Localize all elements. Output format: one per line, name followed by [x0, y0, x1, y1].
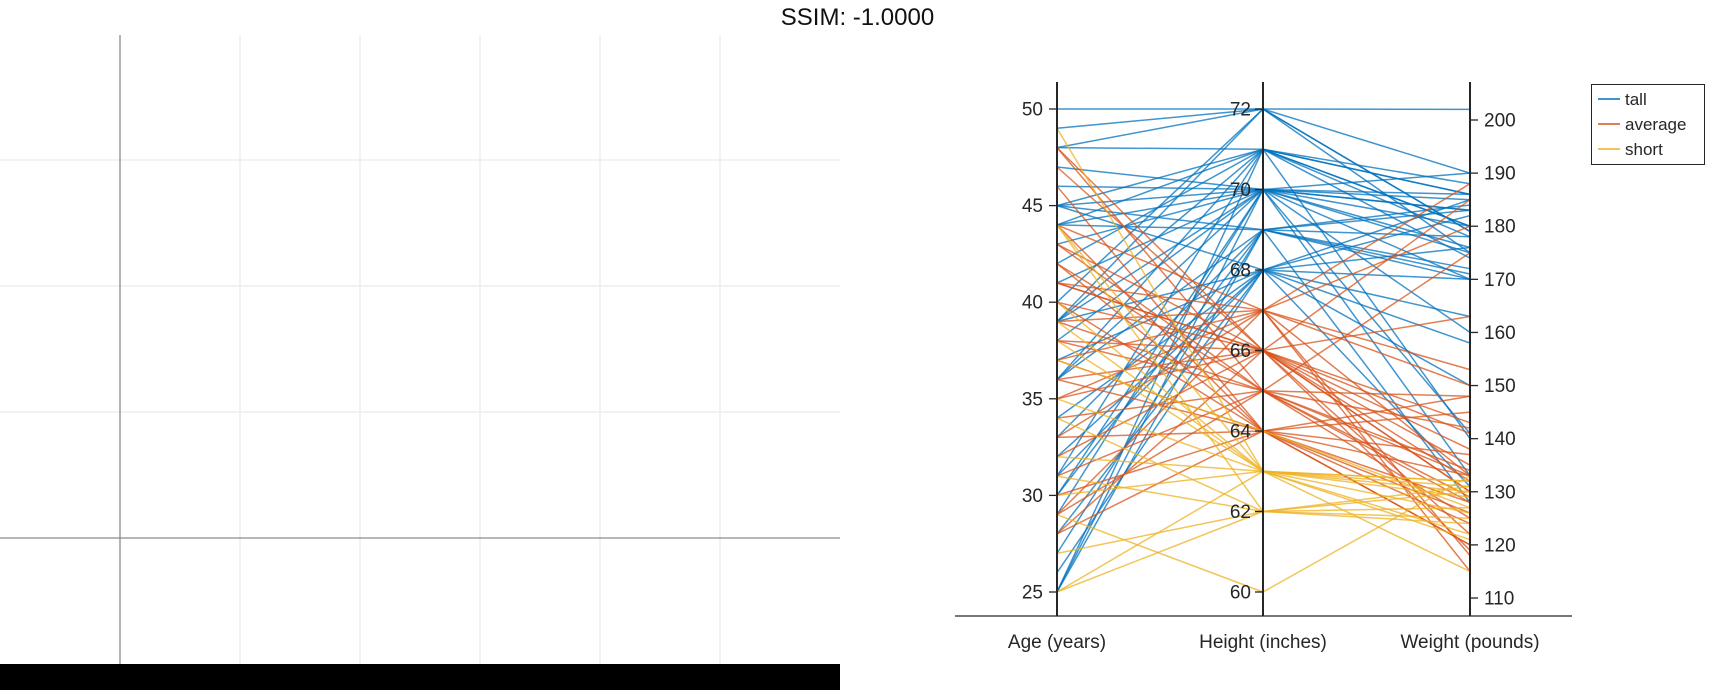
tick-label: 110 — [1484, 589, 1514, 610]
tick-label: 60 — [1230, 583, 1251, 604]
tick-label: 68 — [1230, 261, 1251, 282]
tick-label: 140 — [1484, 429, 1516, 450]
tick-label: 130 — [1484, 482, 1516, 503]
tick-label: 25 — [1022, 583, 1043, 604]
axis-label: Weight (pounds) — [1400, 632, 1539, 653]
tick-label: 66 — [1230, 341, 1251, 362]
tick-label: 40 — [1022, 293, 1043, 314]
tick-label: 62 — [1230, 502, 1251, 523]
legend-label: short — [1625, 140, 1663, 159]
tick-label: 64 — [1230, 422, 1252, 443]
tick-label: 35 — [1022, 389, 1043, 410]
legend: tall average short — [1592, 85, 1705, 165]
axis-label: Height (inches) — [1199, 632, 1327, 653]
tick-label: 150 — [1484, 376, 1516, 397]
axis-label: Age (years) — [1008, 632, 1106, 653]
tick-label: 180 — [1484, 217, 1516, 238]
tick-label: 200 — [1484, 111, 1516, 132]
axis-age-years: 25 30 35 40 45 50 Age (years) — [1008, 82, 1106, 653]
legend-label: average — [1625, 115, 1686, 134]
tick-label: 170 — [1484, 270, 1516, 291]
tick-label: 70 — [1230, 180, 1251, 201]
tick-label: 30 — [1022, 486, 1043, 507]
legend-label: tall — [1625, 90, 1647, 109]
tick-label: 120 — [1484, 535, 1516, 556]
tick-label: 72 — [1230, 100, 1251, 121]
axes-layer: 25 30 35 40 45 50 Age (years) 60 62 64 66 68 70 72 Hei… — [955, 82, 1572, 653]
tick-label: 45 — [1022, 196, 1043, 217]
tick-label: 160 — [1484, 323, 1516, 344]
tick-label: 50 — [1022, 100, 1043, 121]
tick-label: 190 — [1484, 164, 1516, 185]
